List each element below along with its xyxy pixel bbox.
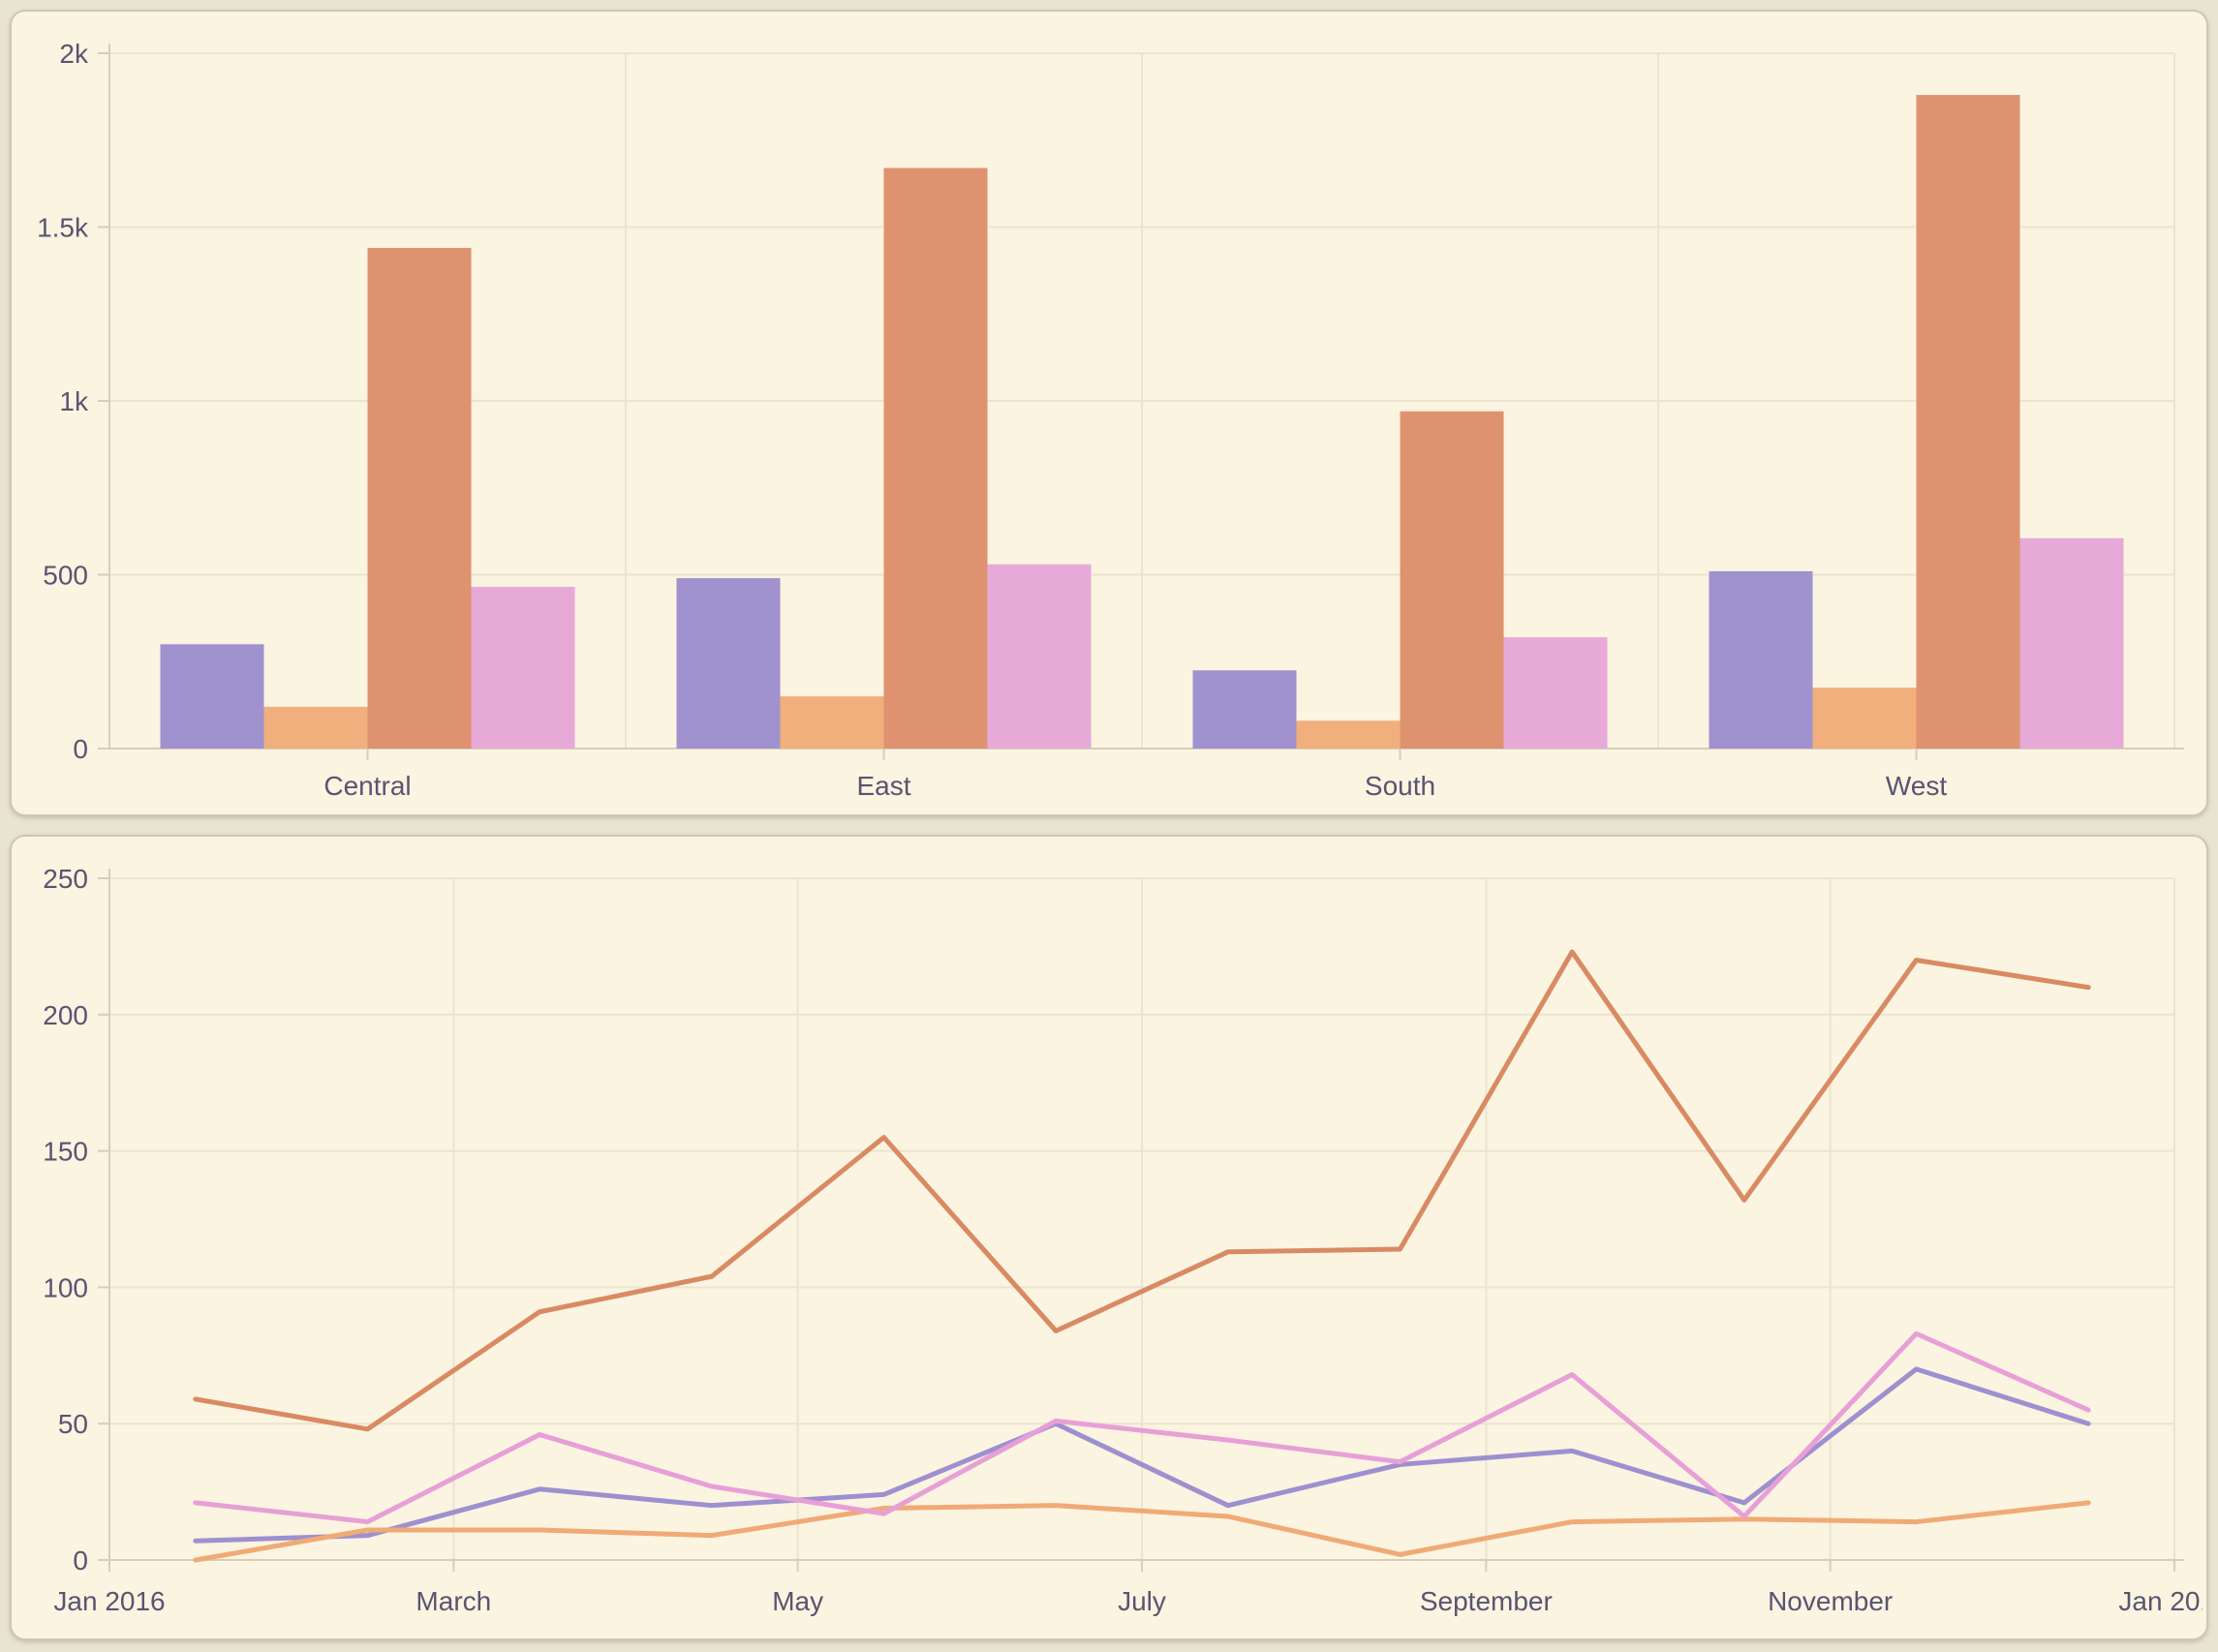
bar-south-peach[interactable] [1296,720,1401,749]
x-tick-label: Jan 2017 [2118,1586,2203,1616]
bar-west-peach[interactable] [1812,688,1917,749]
y-tick-label: 250 [43,864,88,894]
bar-series-pink [471,537,2124,749]
line-chart-canvas[interactable]: 0 50 100 150 200 250 Jan 2016 March May July Septe… [12,837,2203,1635]
y-tick-label: 1.5k [37,213,89,243]
y-tick-label: 150 [43,1137,88,1167]
y-tick-label: 500 [43,561,88,591]
y-tick-label: 200 [43,1000,88,1030]
bar-east-purple[interactable] [676,578,781,749]
y-tick-label: 1k [59,386,89,416]
x-tick-label: May [772,1586,823,1616]
bar-series-purple [160,570,1813,749]
x-tick-label: March [416,1586,491,1616]
bar-south-purple[interactable] [1192,670,1297,749]
x-tick-label: West [1886,771,1947,801]
bar-central-purple[interactable] [160,644,264,749]
bar-south-salmon[interactable] [1400,411,1504,749]
line-series-pink[interactable] [193,1331,2091,1525]
bar-series-salmon [367,95,2020,750]
line-series-purple[interactable] [193,1366,2091,1544]
bar-west-purple[interactable] [1709,570,1813,749]
bar-chart-panel: 0 500 1k 1.5k 2k Central East South West [10,10,2208,816]
line-chart-panel: 0 50 100 150 200 250 Jan 2016 March May July Septe… [10,835,2208,1640]
bar-chart-canvas[interactable]: 0 500 1k 1.5k 2k Central East South West [12,12,2203,811]
bar-central-salmon[interactable] [367,248,472,749]
bar-east-pink[interactable] [987,564,1092,749]
y-tick-label: 0 [73,734,88,764]
bar-series-peach [263,688,1917,749]
line-series-salmon[interactable] [193,949,2091,1432]
y-tick-label: 100 [43,1272,88,1302]
bar-east-peach[interactable] [780,696,884,749]
bar-central-pink[interactable] [471,587,575,749]
x-tick-label: South [1365,771,1435,801]
y-tick-label: 50 [58,1409,88,1439]
x-tick-label: Central [323,771,411,801]
bar-central-peach[interactable] [263,706,368,749]
bar-south-pink[interactable] [1503,637,1608,749]
bar-east-salmon[interactable] [883,168,988,750]
bar-west-pink[interactable] [2019,537,2124,749]
x-tick-label: July [1118,1586,1166,1616]
x-tick-label: November [1768,1586,1893,1616]
y-tick-label: 2k [59,39,89,69]
x-tick-label: Jan 2016 [53,1586,165,1616]
bar-west-salmon[interactable] [1916,95,2020,749]
x-tick-label: East [856,771,910,801]
x-tick-label: September [1420,1586,1553,1616]
line-series-peach[interactable] [193,1500,2091,1563]
y-tick-label: 0 [73,1545,88,1576]
